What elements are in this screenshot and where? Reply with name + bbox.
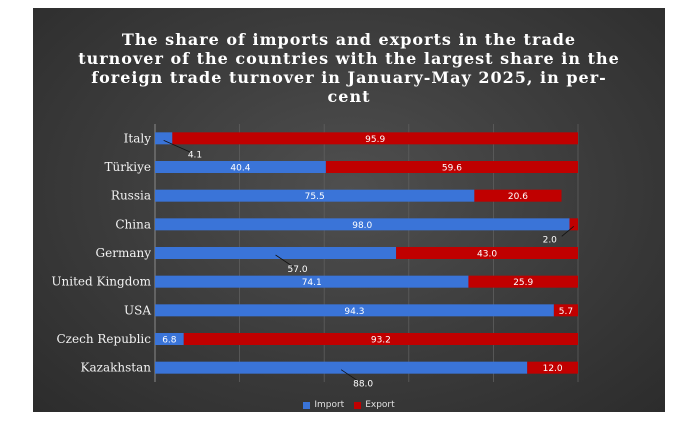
data-label-export-usa: 5.7: [559, 307, 573, 317]
data-label-import-t-rkiye: 40.4: [230, 164, 250, 174]
bar-export-kazakhstan: [527, 361, 578, 374]
category-label-china: China: [115, 217, 151, 231]
data-label-import-czech-republic: 6.8: [162, 336, 177, 346]
data-label-export-russia: 20.6: [508, 192, 528, 202]
bar-import-usa: [155, 304, 554, 317]
legend-label-import: Import: [314, 400, 345, 410]
bar-export-italy: [172, 132, 578, 145]
chart-title-line-2: turnover of the countries with the large…: [78, 49, 620, 68]
category-label-kazakhstan: Kazakhstan: [81, 361, 152, 375]
bar-export-usa: [553, 304, 578, 317]
bar-import-czech-republic: [155, 333, 184, 345]
legend-label-export: Export: [365, 400, 395, 410]
category-label-t-rkiye: Türkiye: [105, 160, 151, 174]
bar-export-czech-republic: [183, 333, 578, 345]
legend-swatch-import: [303, 401, 311, 409]
bar-import-united-kingdom: [155, 275, 469, 288]
chart-title-line-4: cent: [327, 87, 371, 106]
data-label-export-czech-republic: 93.2: [371, 336, 391, 346]
bar-export-russia: [474, 189, 562, 202]
leader-import-italy: [163, 139, 192, 153]
data-label-export-united-kingdom: 25.9: [513, 278, 533, 288]
data-label-import-russia: 75.5: [305, 192, 325, 202]
data-label-import-germany: 57.0: [288, 265, 308, 275]
category-label-italy: Italy: [124, 131, 152, 145]
category-label-usa: USA: [124, 303, 151, 317]
data-label-export-china: 2.0: [543, 235, 558, 245]
chart-legend: Import Export: [33, 398, 665, 412]
leader-import-kazakhstan: [340, 369, 360, 382]
category-label-czech-republic: Czech Republic: [57, 332, 152, 346]
data-label-import-china: 98.0: [352, 221, 372, 231]
data-label-export-t-rkiye: 59.6: [442, 164, 462, 174]
data-label-import-kazakhstan: 88.0: [353, 380, 373, 390]
bar-import-china: [155, 218, 570, 231]
legend-swatch-export: [354, 401, 362, 409]
bar-chart-plot: Italy 4.1 95.9 Türkiye 40.4 59.6 Russia 75.5 20.…: [51, 124, 579, 390]
legend-item-export: Export: [354, 400, 395, 410]
bar-export-united-kingdom: [468, 275, 578, 288]
data-label-export-italy: 95.9: [365, 135, 385, 145]
data-label-import-italy: 4.1: [188, 150, 202, 160]
category-label-united-kingdom: United Kingdom: [51, 275, 151, 289]
bar-import-t-rkiye: [155, 161, 326, 173]
chart-title-line-3: foreign trade turnover in January-May 20…: [91, 68, 607, 87]
bar-import-kazakhstan: [155, 361, 528, 374]
leader-export-china: [561, 226, 575, 237]
category-label-germany: Germany: [96, 246, 152, 260]
data-label-import-united-kingdom: 74.1: [302, 278, 322, 288]
bar-export-china: [569, 218, 578, 231]
bar-import-germany: [155, 247, 397, 259]
bar-export-t-rkiye: [325, 161, 578, 173]
data-label-export-kazakhstan: 12.0: [543, 364, 563, 374]
bar-import-russia: [155, 189, 475, 202]
category-label-russia: Russia: [111, 189, 151, 203]
data-label-export-germany: 43.0: [477, 250, 497, 260]
chart-panel: The share of imports and exports in the …: [33, 8, 665, 412]
legend-item-import: Import: [303, 400, 344, 410]
leader-import-germany: [275, 254, 294, 268]
chart-title: The share of imports and exports in the …: [33, 30, 665, 106]
data-label-import-usa: 94.3: [344, 307, 364, 317]
bar-import-italy: [155, 132, 173, 145]
chart-title-line-1: The share of imports and exports in the …: [121, 30, 577, 49]
bar-export-germany: [396, 247, 578, 259]
